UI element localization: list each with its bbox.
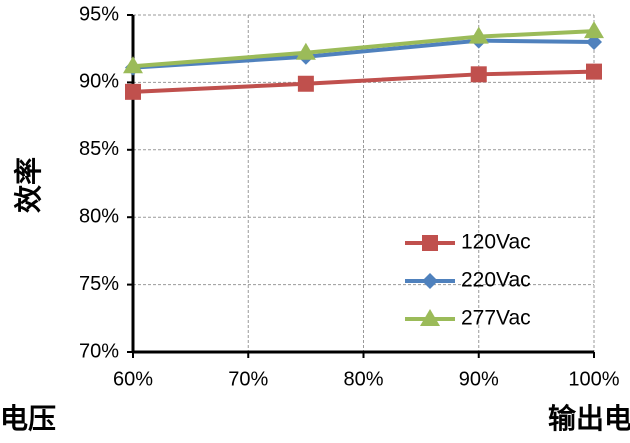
- marker: [295, 42, 316, 60]
- x-tick-label: 90%: [459, 368, 499, 390]
- annotation: 输出电: [548, 402, 630, 435]
- marker: [470, 66, 487, 83]
- y-tick-label: 95%: [79, 3, 119, 25]
- y-tick-label: 70%: [79, 340, 119, 362]
- series-line: [132, 69, 595, 94]
- y-tick-label: 75%: [79, 273, 119, 295]
- marker: [420, 309, 440, 326]
- marker: [297, 75, 314, 92]
- series-line: [132, 38, 595, 70]
- marker: [586, 63, 602, 80]
- x-tick-label: 100%: [568, 368, 619, 390]
- legend-label: 120Vac: [461, 231, 531, 254]
- marker: [422, 235, 438, 251]
- x-tick-label: 60%: [113, 368, 153, 390]
- marker: [123, 56, 143, 74]
- annotation: 电压: [0, 402, 56, 435]
- y-tick-label: 85%: [79, 138, 119, 160]
- y-axis-label: 效率: [12, 157, 45, 213]
- x-tick-label: 80%: [343, 368, 383, 390]
- legend-label: 277Vac: [461, 307, 531, 330]
- series-line: [132, 29, 595, 69]
- x-tick-label: 70%: [228, 368, 268, 390]
- marker: [584, 21, 604, 39]
- marker: [125, 83, 141, 100]
- y-tick-label: 90%: [79, 71, 119, 93]
- y-tick-label: 80%: [79, 205, 119, 227]
- marker: [468, 26, 489, 44]
- marker: [422, 273, 438, 289]
- legend-label: 220Vac: [461, 269, 531, 292]
